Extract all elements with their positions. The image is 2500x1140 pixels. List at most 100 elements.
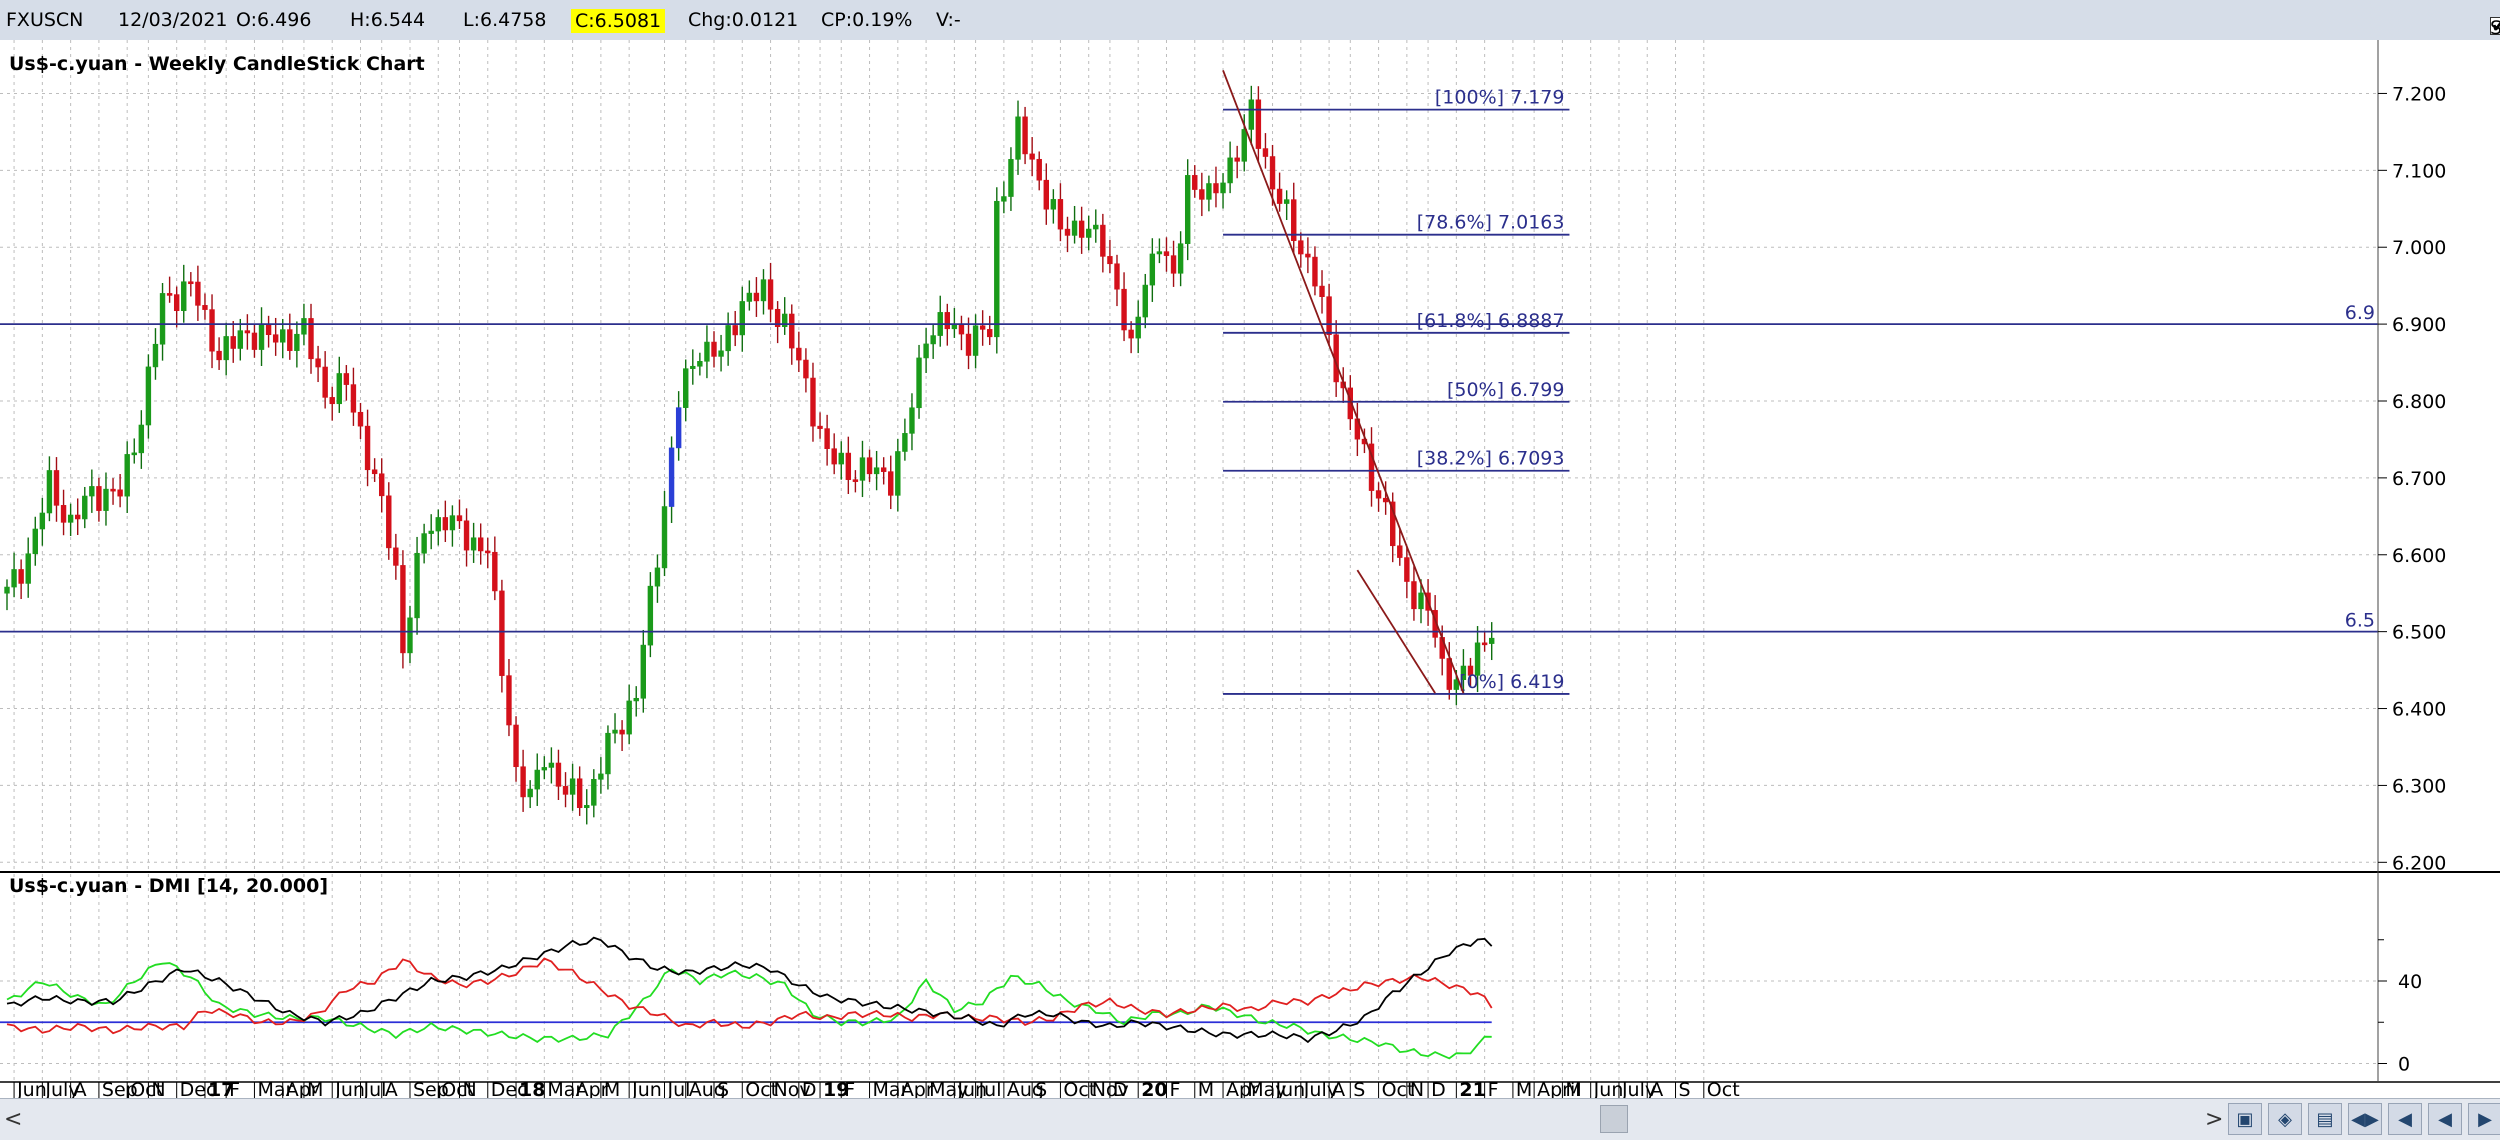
candle-body bbox=[1057, 199, 1064, 230]
x-tick-label: N bbox=[462, 1079, 476, 1098]
candle-body bbox=[336, 373, 342, 405]
scroll-left-arrow[interactable]: < bbox=[4, 1107, 23, 1132]
x-tick-label: Oct bbox=[1063, 1079, 1096, 1098]
nav-button-6[interactable]: ◀ bbox=[2428, 1103, 2462, 1135]
scroll-right-arrow[interactable]: > bbox=[2205, 1107, 2224, 1132]
x-tick-label: Jun bbox=[334, 1079, 365, 1098]
candle-body bbox=[1262, 148, 1269, 157]
x-tick-label: F bbox=[1169, 1079, 1180, 1098]
show-last-checkbox[interactable]: ✔ bbox=[2490, 16, 2500, 35]
candle-body bbox=[1170, 255, 1177, 274]
x-tick-label: Jun bbox=[956, 1079, 987, 1098]
nav-button-1[interactable]: ▣ bbox=[2228, 1103, 2262, 1135]
candle-body bbox=[209, 309, 215, 352]
candle-body bbox=[124, 454, 130, 497]
candle-body bbox=[1156, 251, 1163, 255]
candle-body bbox=[817, 425, 823, 429]
candle-body bbox=[181, 281, 187, 312]
x-tick-label: S bbox=[1035, 1079, 1047, 1098]
candle-body bbox=[435, 517, 441, 532]
candle-body bbox=[513, 724, 519, 768]
candle-body bbox=[4, 586, 10, 594]
horizontal-line-label: 6.9 bbox=[2345, 302, 2375, 324]
candle-body bbox=[958, 324, 965, 335]
nav-button-4[interactable]: ◀▶ bbox=[2348, 1103, 2382, 1135]
candle-body bbox=[916, 357, 922, 409]
candle-body bbox=[562, 786, 569, 795]
candle-body bbox=[1382, 497, 1389, 503]
x-tick-label: D bbox=[1113, 1079, 1128, 1098]
dmi-y-tick-label: 40 bbox=[2398, 971, 2422, 993]
candle-body bbox=[1312, 256, 1318, 287]
candle-body bbox=[1100, 224, 1106, 257]
candle-body bbox=[888, 471, 894, 496]
y-tick-label: 6.400 bbox=[2392, 699, 2446, 721]
y-tick-label: 7.100 bbox=[2392, 160, 2446, 182]
candle-body bbox=[407, 617, 413, 654]
candle-body bbox=[930, 335, 936, 345]
candle-body bbox=[60, 505, 67, 523]
x-tick-label: D bbox=[802, 1079, 817, 1098]
y-tick-label: 6.500 bbox=[2392, 622, 2446, 644]
candle-body bbox=[1326, 296, 1332, 336]
candle-body bbox=[718, 350, 724, 357]
candle-body bbox=[1481, 642, 1488, 646]
candle-body bbox=[492, 551, 498, 592]
candle-body bbox=[428, 530, 434, 534]
candle-body bbox=[202, 305, 208, 310]
candle-body bbox=[661, 506, 668, 569]
x-tick-label: 17 bbox=[208, 1079, 234, 1098]
candle-body bbox=[1220, 182, 1226, 194]
y-tick-label: 6.600 bbox=[2392, 545, 2446, 567]
nav-button-5[interactable]: ◀ bbox=[2388, 1103, 2422, 1135]
quote-bar: FXUSCN 12/03/2021 O:6.496 H:6.544 L:6.47… bbox=[0, 0, 2500, 41]
candle-body bbox=[25, 553, 31, 584]
fibonacci-label: [78.6%] 7.0163 bbox=[1417, 212, 1565, 234]
x-tick-label: Dec bbox=[491, 1079, 528, 1098]
x-tick-label: Aug bbox=[689, 1079, 726, 1098]
candle-body bbox=[308, 318, 314, 360]
candle-body bbox=[195, 281, 201, 306]
fibonacci-label: [38.2%] 6.7093 bbox=[1417, 448, 1565, 470]
x-tick-label: Dec bbox=[180, 1079, 217, 1098]
candle-body bbox=[343, 373, 350, 385]
candle-body bbox=[1467, 665, 1474, 676]
nav-button-7[interactable]: ▶ bbox=[2468, 1103, 2500, 1135]
candle-body bbox=[350, 384, 357, 413]
candle-body bbox=[668, 447, 675, 507]
candle-body bbox=[796, 347, 802, 361]
candle-body bbox=[46, 470, 53, 514]
candle-body bbox=[683, 368, 689, 408]
open-value: O:6.496 bbox=[236, 9, 312, 31]
candle-body bbox=[442, 517, 449, 531]
candle-body bbox=[1078, 220, 1085, 238]
x-tick-label: 18 bbox=[519, 1079, 545, 1098]
nav-button-3[interactable]: ▤ bbox=[2308, 1103, 2342, 1135]
candle-body bbox=[1149, 253, 1156, 286]
candle-body bbox=[781, 313, 788, 327]
candle-body bbox=[767, 279, 774, 310]
scroll-thumb[interactable] bbox=[1600, 1105, 1628, 1133]
quote-date: 12/03/2021 bbox=[118, 9, 228, 31]
candle-body bbox=[690, 365, 696, 369]
candle-body bbox=[859, 457, 866, 481]
candle-body bbox=[1001, 196, 1007, 202]
symbol: FXUSCN bbox=[6, 9, 84, 31]
nav-button-2[interactable]: ◈ bbox=[2268, 1103, 2302, 1135]
candle-body bbox=[145, 366, 152, 426]
candle-body bbox=[1404, 557, 1410, 582]
candle-body bbox=[1086, 228, 1092, 238]
candle-body bbox=[576, 778, 583, 809]
x-tick-label: Jun bbox=[16, 1079, 47, 1098]
candle-body bbox=[499, 590, 505, 676]
candle-body bbox=[159, 293, 166, 345]
candle-body bbox=[110, 488, 116, 492]
scroll-bar[interactable]: < > ▣ ◈ ▤ ◀▶ ◀ ◀ ▶ bbox=[0, 1098, 2500, 1140]
x-tick-label: M bbox=[1198, 1079, 1214, 1098]
horizontal-line-label: 6.5 bbox=[2345, 610, 2375, 632]
chart-area[interactable]: 6.9 6.5 [100%] 7.179 [78.6%] 7.0163 [61.8%] … bbox=[0, 40, 2500, 1098]
trend-channel-lower bbox=[1356, 569, 1436, 694]
candle-body bbox=[1234, 157, 1240, 162]
dmi-series-line bbox=[6, 962, 1492, 1060]
